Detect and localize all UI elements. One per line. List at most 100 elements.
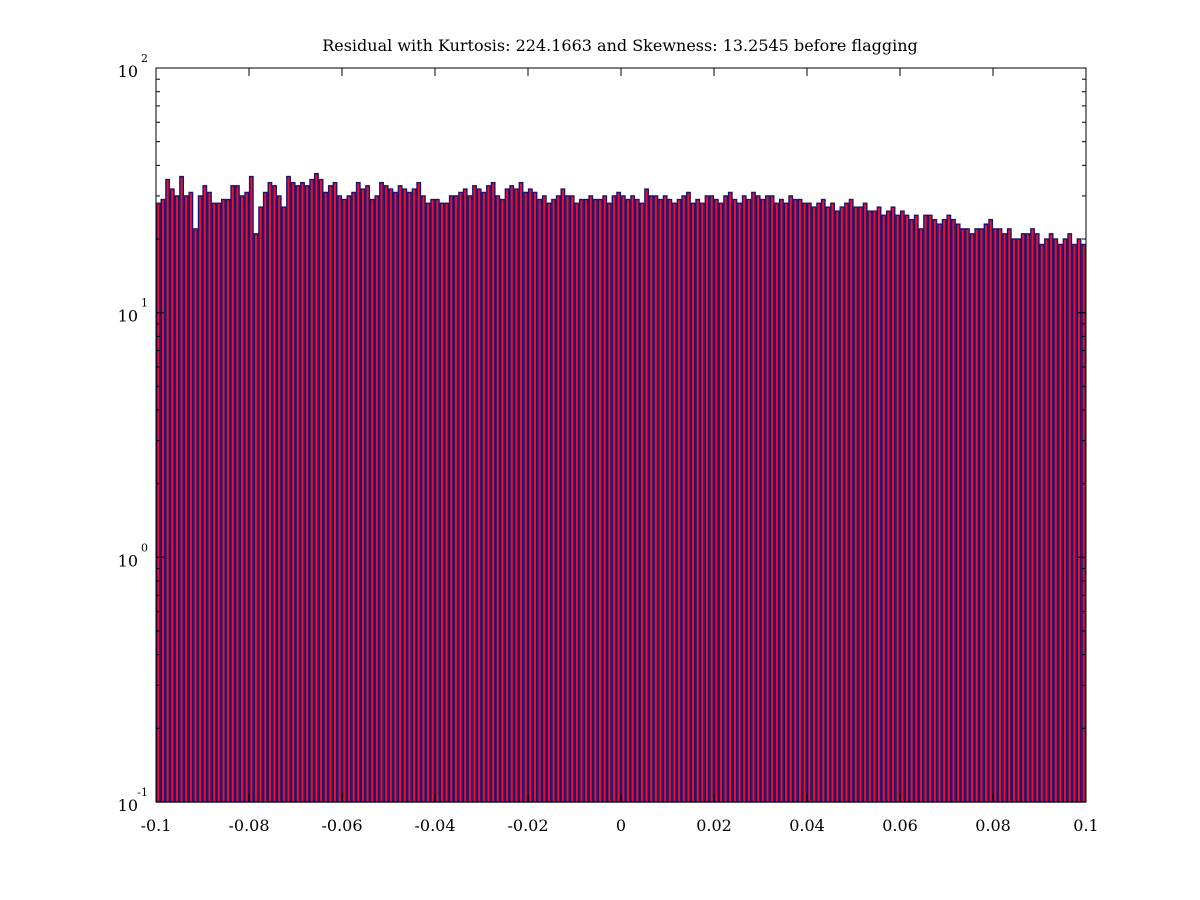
histogram-bar [1016,238,1021,803]
histogram-bar [783,202,789,803]
histogram-bar [978,228,984,803]
histogram-bar [960,228,966,803]
histogram-bar [467,195,473,803]
y-tick-label: 10 [118,551,138,570]
histogram-bar [765,195,770,803]
histogram-bar [779,198,784,803]
histogram-bar [890,206,896,803]
histogram-bar [653,195,659,803]
histogram-bar [355,181,361,803]
histogram-bar [718,202,724,803]
histogram-bar [537,198,543,803]
histogram-bar [411,188,417,803]
histogram-bar [253,233,259,803]
histogram-bar [918,228,924,803]
histogram-bar [490,181,496,803]
histogram-bar [932,218,938,803]
histogram-bar [969,233,975,803]
histogram-bar [527,188,533,803]
histogram-bar [830,202,835,803]
histogram-bar [314,172,319,803]
histogram-bar [658,198,663,803]
bar-series [155,172,1087,803]
histogram-bar [1006,228,1012,803]
histogram-bar [239,195,245,803]
histogram-bar [462,188,468,803]
histogram-bar [295,185,301,803]
histogram-bar [1025,233,1031,803]
histogram-bar [472,185,477,803]
histogram-bar [416,181,422,803]
y-tick-label: 10 [118,62,138,81]
histogram-bar [1011,238,1017,803]
histogram-bar [430,198,436,803]
histogram-bar [1002,233,1008,803]
histogram-bar [741,195,747,803]
histogram-bar [913,214,919,803]
histogram-bar [248,175,254,803]
histogram-bar [1034,233,1040,803]
histogram-bar [220,198,226,803]
histogram-bar [681,195,687,803]
histogram-bar [523,191,529,803]
histogram-bar [927,214,933,803]
histogram-bar [458,191,464,803]
histogram-bar [379,181,384,803]
histogram-bar [1067,233,1073,803]
histogram-bar [420,195,426,803]
histogram-bar [825,206,831,803]
histogram-bar [555,195,561,803]
histogram-bar [569,195,575,803]
histogram-bar [383,185,389,803]
histogram-bar [397,185,403,803]
histogram-bar [1044,238,1049,803]
histogram-bar [895,214,901,803]
y-tick-exponent: 0 [141,541,148,554]
histogram-bar [839,206,845,803]
histogram-bar [1030,228,1035,803]
histogram-bar [188,191,194,803]
histogram-bar [992,228,998,803]
histogram-bar [965,228,970,803]
histogram-bar [453,195,459,803]
x-tick-label: -0.04 [414,816,455,835]
histogram-bar [820,198,826,803]
histogram-bar [165,178,171,803]
x-tick-label: 0.02 [696,816,732,835]
histogram-bar [904,214,910,803]
histogram-bar [672,202,677,803]
x-tick-label: -0.1 [141,816,172,835]
histogram-bar [606,202,612,803]
histogram-bar [579,198,584,803]
histogram-bar [169,188,175,803]
histogram-bar [560,188,566,803]
histogram-bar [1020,233,1026,803]
y-tick-label: 10 [118,796,138,815]
x-tick-label: 0.06 [882,816,918,835]
histogram-bar [1062,238,1068,803]
histogram-bar [337,195,343,803]
histogram-bar [862,202,868,803]
histogram-bar [183,195,189,803]
histogram-bar [602,195,608,803]
histogram-bar [225,198,231,803]
histogram-bar [1076,238,1082,803]
histogram-bar [1048,233,1054,803]
histogram-bar [276,195,282,803]
histogram-bar [690,202,696,803]
histogram-bar [258,206,264,803]
x-tick-label: 0.08 [975,816,1011,835]
x-tick-label: 0 [616,816,626,835]
histogram-bar [565,195,570,803]
histogram-bar [216,202,222,803]
histogram-bar [244,191,250,803]
histogram-bar [639,202,645,803]
x-tick-label: 0.1 [1073,816,1098,835]
histogram-bar [351,191,357,803]
histogram-bar [500,198,505,803]
histogram-bar [300,181,305,803]
histogram-bar [951,218,956,803]
histogram-bar [792,198,798,803]
histogram-bar [885,210,891,803]
histogram-bar [574,202,580,803]
